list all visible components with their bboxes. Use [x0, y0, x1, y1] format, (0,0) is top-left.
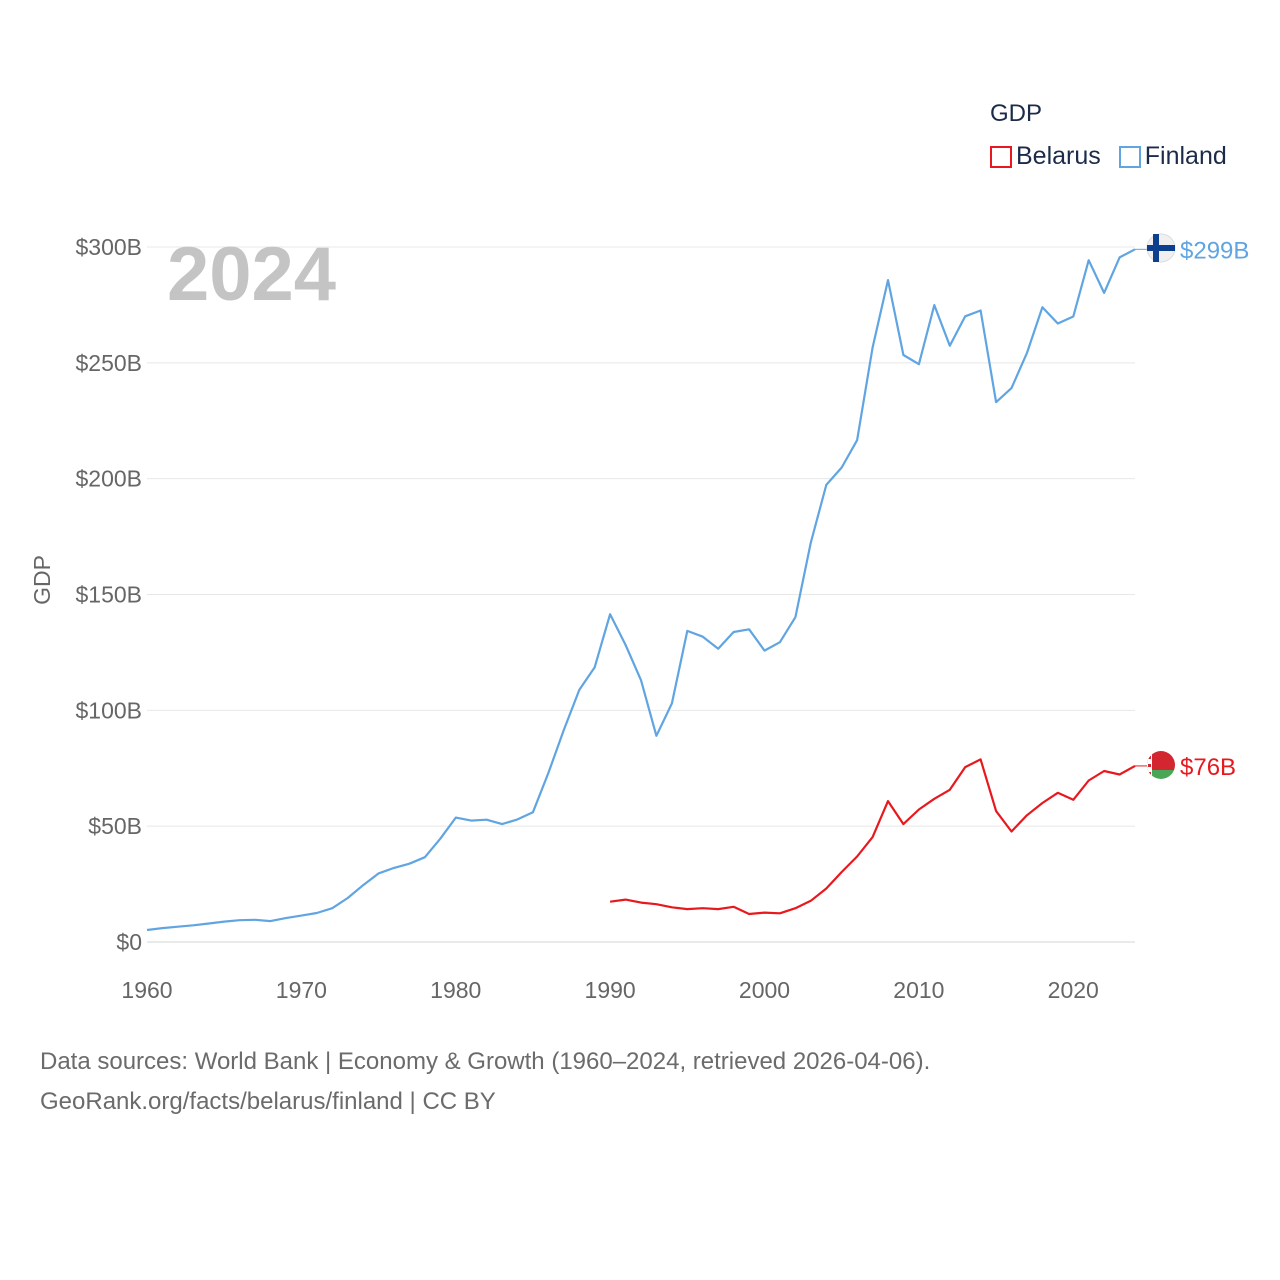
legend-item-belarus[interactable]: Belarus: [990, 142, 1101, 171]
x-tick-label: 1980: [430, 977, 481, 1003]
y-tick-label: $50B: [88, 813, 142, 839]
y-tick-label: $300B: [75, 234, 142, 260]
y-axis-title: GDP: [29, 555, 55, 605]
legend-swatch-belarus: [990, 145, 1012, 168]
footer: Data sources: World Bank | Economy & Gro…: [40, 1042, 930, 1122]
end-label-belarus: $76B: [1180, 754, 1236, 781]
x-axis-ticks: 1960 1970 1980 1990 2000 2010 2020: [121, 977, 1098, 1003]
year-label: 2024: [167, 232, 336, 317]
source-link[interactable]: GeoRank.org/facts/belarus/finland | CC B…: [40, 1088, 496, 1115]
finland-flag-icon: [1146, 233, 1176, 263]
legend-title: GDP: [990, 100, 1043, 127]
x-tick-label: 1970: [276, 977, 327, 1003]
end-value-labels: $299B $76B: [1180, 237, 1249, 781]
legend-label-belarus: Belarus: [1016, 142, 1101, 170]
legend-label-finland: Finland: [1144, 142, 1227, 170]
x-tick-label: 2020: [1048, 977, 1099, 1003]
y-tick-label: $200B: [75, 466, 142, 492]
y-axis-ticks: $0 $50B $100B $150B $200B $250B $300B: [75, 234, 142, 955]
end-label-finland: $299B: [1180, 237, 1249, 264]
belarus-flag-icon: [1147, 751, 1175, 779]
series-line-finland[interactable]: [146, 248, 1136, 932]
data-sources-note: Data sources: World Bank | Economy & Gro…: [40, 1048, 931, 1075]
x-tick-label: 2000: [739, 977, 790, 1003]
x-tick-label: 1990: [585, 977, 636, 1003]
y-tick-label: $250B: [75, 350, 142, 376]
series-lines: [146, 248, 1148, 932]
y-tick-label: $0: [116, 929, 142, 955]
legend-swatch-finland: [1118, 145, 1141, 168]
legend-item-finland[interactable]: Finland: [1118, 142, 1227, 171]
y-tick-label: $150B: [75, 582, 142, 608]
gridlines: [147, 246, 1135, 943]
x-tick-label: 2010: [893, 977, 944, 1003]
y-tick-label: $100B: [75, 697, 142, 723]
end-markers: [1146, 233, 1176, 779]
series-line-belarus[interactable]: [609, 758, 1136, 916]
legend: Belarus Finland: [990, 142, 1245, 171]
x-tick-label: 1960: [121, 977, 172, 1003]
